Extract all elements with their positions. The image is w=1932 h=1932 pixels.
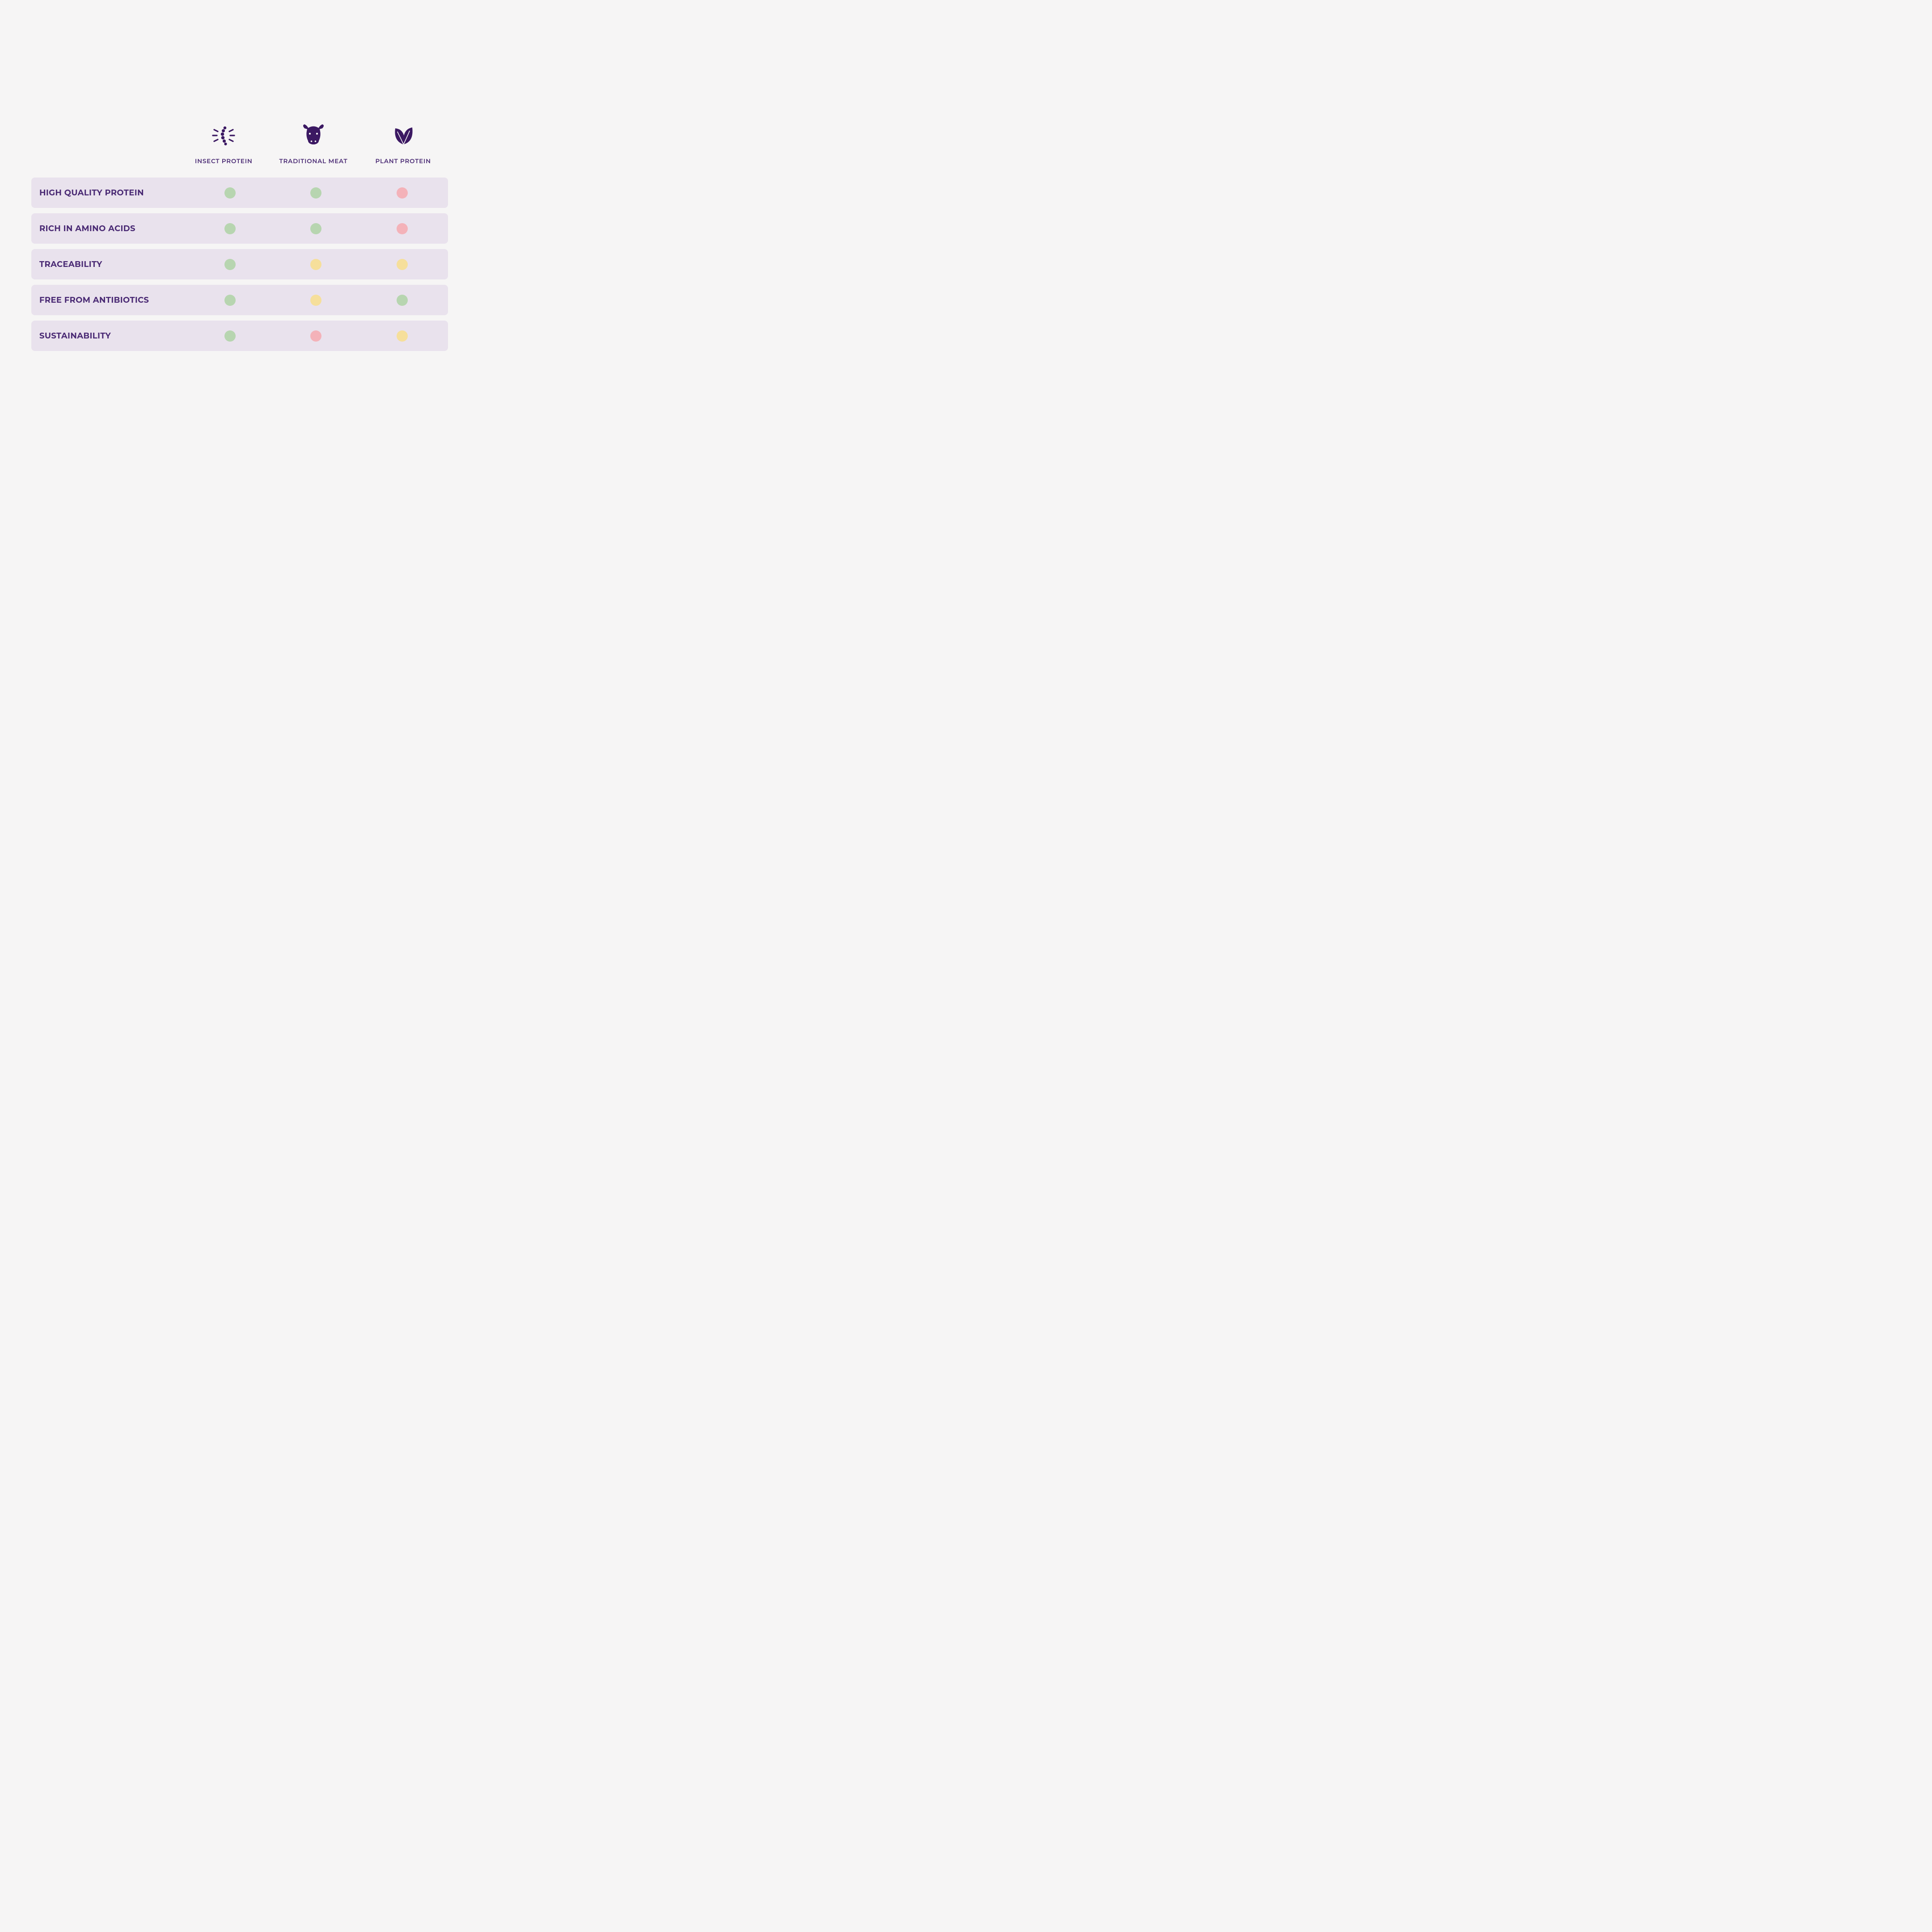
status-dot bbox=[397, 223, 408, 234]
status-dot bbox=[397, 330, 408, 342]
row-label: HIGH QUALITY PROTEIN bbox=[39, 188, 187, 198]
column-header-label: PLANT PROTEIN bbox=[375, 158, 431, 165]
column-header-label: INSECT PROTEIN bbox=[195, 158, 253, 165]
status-dot bbox=[310, 295, 321, 306]
column-header-plant: PLANT PROTEIN bbox=[358, 123, 448, 165]
status-dot bbox=[224, 259, 236, 270]
status-dot bbox=[224, 187, 236, 199]
column-header-label: TRADITIONAL MEAT bbox=[279, 158, 348, 165]
status-dot bbox=[397, 295, 408, 306]
row-label: TRACEABILITY bbox=[39, 259, 187, 269]
status-dot bbox=[224, 295, 236, 306]
status-dot bbox=[397, 187, 408, 199]
table-header: INSECT PROTEIN bbox=[31, 123, 448, 165]
row-label: RICH IN AMINO ACIDS bbox=[39, 224, 187, 233]
status-dot bbox=[224, 223, 236, 234]
table-row: RICH IN AMINO ACIDS bbox=[31, 213, 448, 244]
status-dot bbox=[224, 330, 236, 342]
status-dot bbox=[310, 187, 321, 199]
status-dot bbox=[310, 259, 321, 270]
row-label: SUSTAINABILITY bbox=[39, 331, 187, 341]
table-row: TRACEABILITY bbox=[31, 249, 448, 279]
status-dot bbox=[310, 223, 321, 234]
cow-icon bbox=[300, 123, 327, 148]
column-header-traditional: TRADITIONAL MEAT bbox=[269, 123, 359, 165]
status-dot bbox=[310, 330, 321, 342]
table-row: SUSTAINABILITY bbox=[31, 321, 448, 351]
status-dot bbox=[397, 259, 408, 270]
table-row: FREE FROM ANTIBIOTICS bbox=[31, 285, 448, 315]
table-row: HIGH QUALITY PROTEIN bbox=[31, 178, 448, 208]
leaf-icon bbox=[390, 123, 417, 148]
column-header-insect: INSECT PROTEIN bbox=[179, 123, 269, 165]
insect-icon bbox=[210, 123, 237, 148]
protein-comparison-table: INSECT PROTEIN bbox=[31, 123, 448, 356]
row-label: FREE FROM ANTIBIOTICS bbox=[39, 295, 187, 305]
